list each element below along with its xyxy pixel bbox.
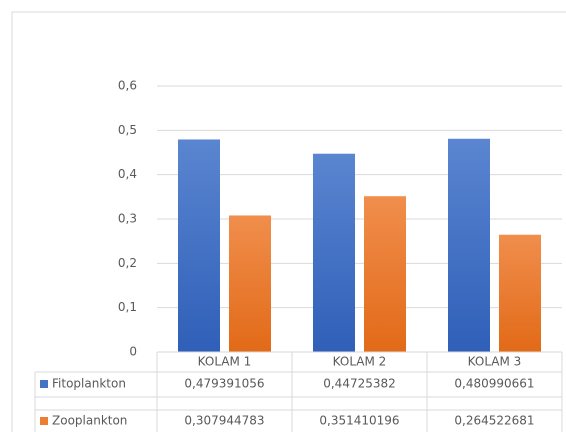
chart-frame	[11, 11, 566, 432]
x-tick-label: KOLAM 2	[333, 355, 387, 369]
y-tick-label: 0,2	[118, 256, 137, 270]
legend-label: Zooplankton	[52, 414, 127, 428]
legend-marker	[40, 417, 48, 425]
x-tick-label: KOLAM 3	[468, 355, 522, 369]
y-tick-label: 0,4	[118, 167, 137, 181]
table-cell: 0,479391056	[184, 377, 264, 391]
y-tick-label: 0,6	[118, 79, 137, 93]
table-cell: 0,264522681	[454, 414, 534, 428]
x-tick-label: KOLAM 1	[198, 355, 252, 369]
bar	[313, 153, 355, 352]
y-tick-label: 0,3	[118, 212, 137, 226]
bar	[178, 139, 220, 352]
bar	[499, 234, 541, 352]
y-tick-label: 0,1	[118, 300, 137, 314]
legend-marker	[40, 380, 48, 388]
y-tick-label: 0	[129, 345, 137, 359]
table-cell: 0,307944783	[184, 414, 264, 428]
legend-label: Fitoplankton	[52, 377, 126, 391]
table-cell: 0,44725382	[323, 377, 396, 391]
bar	[364, 196, 406, 352]
bar	[448, 138, 490, 352]
y-tick-label: 0,5	[118, 123, 137, 137]
table-cell: 0,480990661	[454, 377, 534, 391]
bar	[229, 215, 271, 352]
table-cell: 0,351410196	[319, 414, 399, 428]
